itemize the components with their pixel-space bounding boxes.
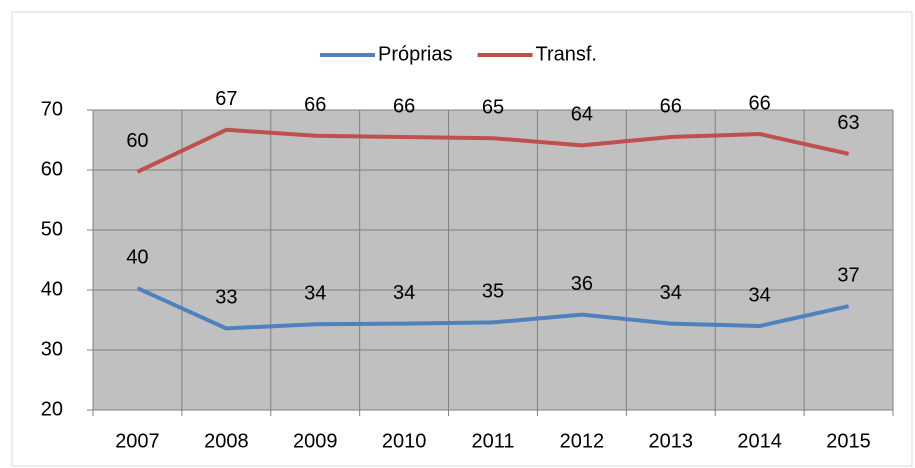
x-tick-label: 2013 <box>649 430 694 452</box>
data-label: 64 <box>571 104 593 126</box>
y-tick-label: 70 <box>41 98 63 120</box>
data-label: 35 <box>482 281 504 303</box>
series-line <box>136 127 849 174</box>
data-label: 60 <box>126 130 148 152</box>
x-tick-label: 2010 <box>382 430 427 452</box>
x-tick-label: 2015 <box>826 430 871 452</box>
y-tick-label: 40 <box>41 278 63 300</box>
data-label: 33 <box>215 287 237 309</box>
data-label: 34 <box>304 282 326 304</box>
data-label: 66 <box>660 95 682 117</box>
data-label: 40 <box>126 246 148 268</box>
data-label: 37 <box>837 264 859 286</box>
legend-label: Próprias <box>378 43 452 65</box>
data-label: 65 <box>482 96 504 118</box>
data-label: 66 <box>304 94 326 116</box>
x-tick-label: 2009 <box>293 430 338 452</box>
x-tick-label: 2012 <box>560 430 605 452</box>
x-tick-label: 2011 <box>471 430 514 452</box>
y-tick-label: 50 <box>41 218 63 240</box>
data-label: 66 <box>749 92 771 114</box>
x-tick-label: 2014 <box>737 430 782 452</box>
data-label: 34 <box>660 282 682 304</box>
data-label: 34 <box>393 282 415 304</box>
y-tick-label: 60 <box>41 158 63 180</box>
y-tick-label: 30 <box>41 338 63 360</box>
data-label: 36 <box>571 273 593 295</box>
plot-area <box>93 110 893 410</box>
data-label: 67 <box>215 88 237 110</box>
x-tick-label: 2008 <box>204 430 249 452</box>
legend-label: Transf. <box>535 43 597 65</box>
x-tick-label: 2007 <box>115 430 160 452</box>
y-tick-label: 20 <box>41 398 63 420</box>
series-line <box>136 286 849 331</box>
data-label: 66 <box>393 95 415 117</box>
data-label: 63 <box>837 112 859 134</box>
data-label: 34 <box>749 284 771 306</box>
